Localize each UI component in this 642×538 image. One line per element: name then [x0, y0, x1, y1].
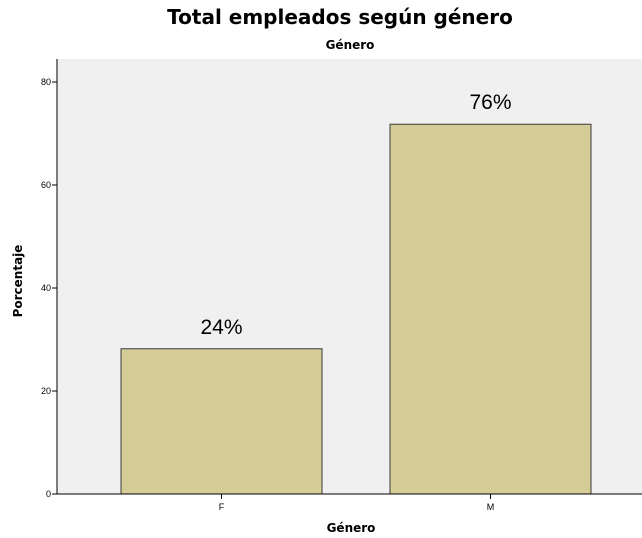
chart-subtitle: Género — [325, 38, 375, 52]
y-axis-ticks: 0 20 40 60 80 — [41, 77, 57, 499]
chart-title: Total empleados según género — [167, 5, 513, 29]
y-tick-label: 60 — [41, 180, 51, 190]
bar-f — [120, 348, 323, 495]
y-axis-title: Porcentaje — [11, 245, 25, 318]
y-tick-label: 40 — [41, 283, 51, 293]
y-tick-label: 0 — [46, 489, 51, 499]
data-label-m: 76% — [469, 91, 511, 114]
x-tick-label: F — [219, 502, 225, 512]
y-tick-label: 80 — [41, 77, 51, 87]
y-tick-label: 20 — [41, 386, 51, 396]
x-axis-title: Género — [327, 521, 376, 535]
bar-m — [389, 123, 592, 495]
x-tick-label: M — [487, 502, 495, 512]
data-label-f: 24% — [200, 316, 242, 339]
